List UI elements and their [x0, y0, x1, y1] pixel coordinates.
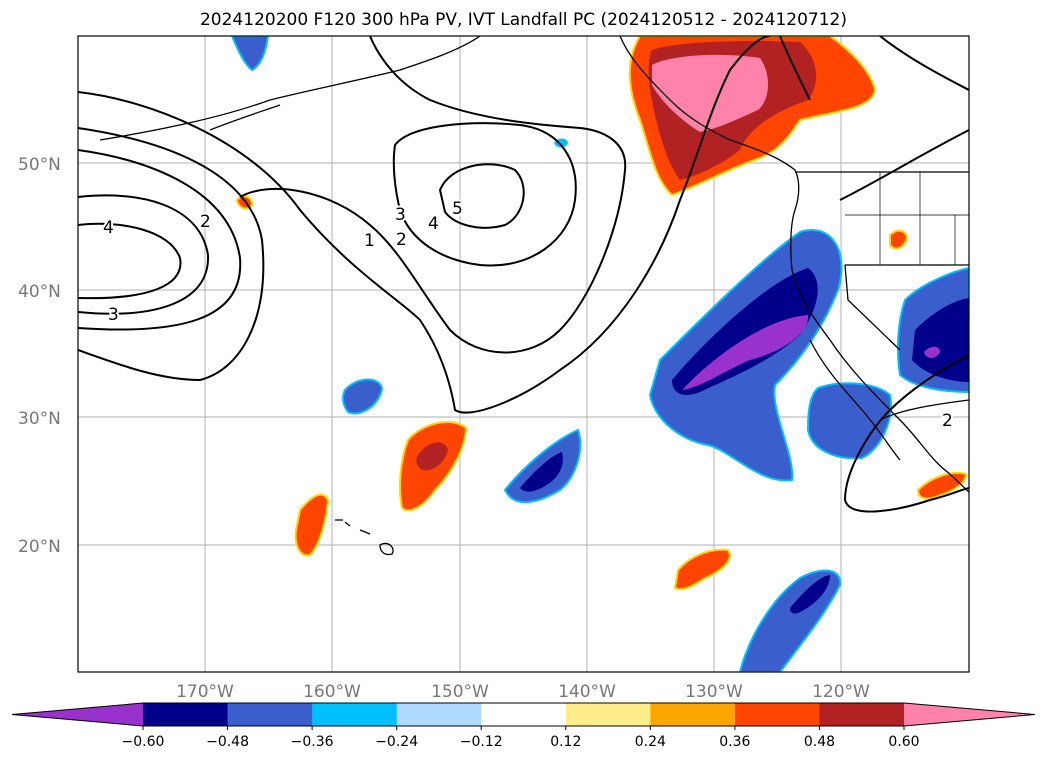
pv-contour-label: 5: [452, 199, 463, 219]
colorbar-tick-label: 0.36: [719, 734, 750, 750]
colorbar-tick-label: 0.24: [635, 734, 666, 750]
lon-label: 150°W: [431, 682, 489, 702]
pv-contour-label: 2: [396, 230, 407, 250]
colorbar-tick-label: 0.48: [804, 734, 835, 750]
colorbar-swatch: [227, 703, 313, 726]
lat-label: 50°N: [18, 155, 61, 175]
pv-contour-label: 3: [108, 305, 119, 325]
colorbar-swatch: [819, 703, 905, 726]
pv-contour-label: 4: [428, 214, 439, 234]
ivt-region-baja: [806, 382, 892, 460]
colorbar-swatch: [565, 703, 651, 726]
lat-label: 40°N: [18, 282, 61, 302]
pv-contours: [78, 36, 969, 513]
longitude-labels: 170°W 160°W 150°W 140°W 130°W 120°W: [176, 682, 870, 702]
pv-contour-label: 2: [942, 411, 953, 431]
colorbar-tick-label: −0.36: [291, 734, 334, 750]
map-panel: [78, 36, 969, 672]
map-frame: [77, 35, 970, 673]
pv-contour-label: 1: [364, 231, 375, 251]
colorbar-swatch: [481, 703, 567, 726]
colorbar-tick-label: −0.12: [460, 734, 503, 750]
ivt-negative-shading: [230, 36, 969, 672]
colorbar-tick-label: 0.60: [888, 734, 919, 750]
lon-label: 120°W: [812, 682, 870, 702]
ivt-positive-shading: [235, 36, 968, 591]
ivt-core-west-coast: [672, 268, 818, 395]
map-title: 2024120200 F120 300 hPa PV, IVT Landfall…: [199, 10, 847, 30]
ivt-region-mexico: [916, 472, 968, 500]
pv-contour-label: 4: [103, 218, 114, 238]
colorbar-extend-max: [904, 703, 1035, 726]
lon-label: 160°W: [303, 682, 361, 702]
ivt-blob-small-2: [889, 229, 909, 250]
colorbar-tick-label: −0.24: [375, 734, 418, 750]
ivt-max-great-basin: [924, 346, 940, 358]
pv-contour-label: 3: [395, 205, 406, 225]
lon-label: 130°W: [685, 682, 743, 702]
pv-contour-label: 2: [200, 212, 211, 232]
lon-label: 170°W: [176, 682, 234, 702]
ivt-core-great-basin: [912, 298, 969, 382]
colorbar-extend-min: [12, 703, 143, 726]
ivt-core-central-pacific: [416, 442, 448, 471]
colorbar-tick-label: 0.12: [550, 734, 581, 750]
colorbar-tick-label: −0.60: [122, 734, 165, 750]
colorbar-tick-label: −0.48: [206, 734, 249, 750]
ivt-region-east: [673, 548, 731, 591]
lon-label: 140°W: [558, 682, 616, 702]
ivt-max-pacific-northwest: [652, 54, 769, 132]
coastlines: [99, 36, 969, 556]
ivt-core-south: [790, 575, 830, 614]
ivt-blob-alaska: [230, 36, 270, 72]
latitude-labels: 50°N 40°N 30°N 20°N: [18, 155, 61, 557]
colorbar-swatch: [143, 703, 229, 726]
ivt-region-west-hawaii: [294, 493, 330, 557]
colorbar-swatch: [396, 703, 482, 726]
pv-contour-labels: 4 2 3 3 4 5 1 2 2: [101, 197, 955, 433]
ivt-core-subtropics: [520, 452, 563, 492]
colorbar: −0.60 −0.48 −0.36 −0.24 −0.12 0.12 0.24 0.36 0.4…: [11, 702, 1036, 750]
state-borders: [845, 172, 969, 265]
colorbar-swatch: [650, 703, 736, 726]
colorbar-swatch: [734, 703, 820, 726]
ivt-max-west-coast: [682, 315, 809, 390]
colorbar-swatch: [312, 703, 398, 726]
lat-label: 20°N: [18, 537, 61, 557]
ivt-blob-hawaii-n: [342, 378, 384, 415]
lat-label: 30°N: [18, 409, 61, 429]
